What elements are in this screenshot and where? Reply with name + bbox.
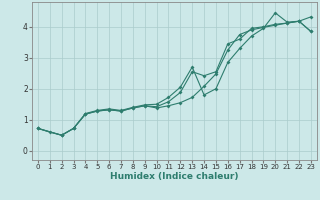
X-axis label: Humidex (Indice chaleur): Humidex (Indice chaleur) <box>110 172 239 181</box>
